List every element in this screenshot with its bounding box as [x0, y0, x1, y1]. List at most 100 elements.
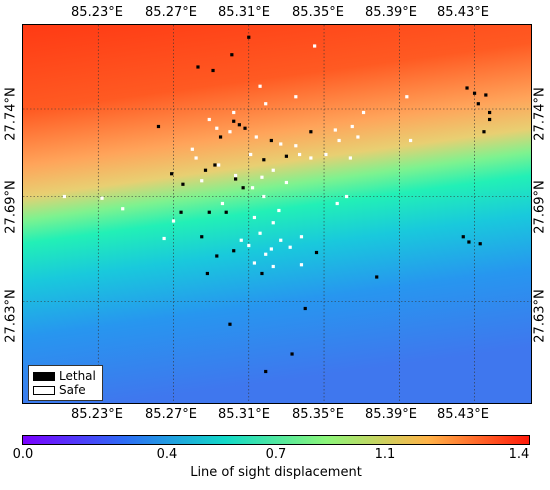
- lon-tick-top: 85.35°E: [292, 5, 344, 20]
- safe-marker: [252, 261, 257, 265]
- safe-marker: [279, 238, 283, 242]
- safe-marker: [350, 124, 354, 129]
- safe-marker: [337, 138, 341, 143]
- lethal-marker: [488, 110, 492, 115]
- lethal-marker: [207, 210, 211, 214]
- safe-marker: [121, 207, 125, 211]
- lethal-marker: [264, 369, 268, 374]
- safe-marker: [62, 194, 66, 199]
- safe-marker: [250, 186, 255, 190]
- safe-marker: [297, 152, 302, 157]
- safe-marker: [232, 110, 236, 115]
- safe-marker: [408, 138, 413, 143]
- safe-marker: [361, 110, 366, 115]
- safe-marker: [294, 144, 298, 148]
- safe-marker: [299, 263, 304, 267]
- safe-marker: [258, 231, 262, 235]
- lethal-marker: [156, 124, 161, 129]
- lat-tick-left: 27.74°N: [3, 87, 19, 141]
- safe-marker: [271, 264, 275, 269]
- safe-marker: [194, 156, 198, 160]
- safe-marker: [162, 236, 166, 241]
- lethal-marker: [205, 271, 209, 276]
- safe-marker: [271, 221, 275, 225]
- safe-marker: [234, 173, 238, 178]
- lon-tick-top: 85.39°E: [365, 5, 417, 20]
- lethal-marker: [314, 250, 319, 255]
- safe-marker: [262, 194, 266, 199]
- lethal-marker: [476, 102, 480, 106]
- legend-row-safe: Safe: [33, 383, 96, 397]
- legend-safe-label: Safe: [59, 383, 86, 397]
- safe-marker: [264, 252, 268, 256]
- lon-tick-bottom: 85.31°E: [218, 407, 270, 422]
- lethal-marker: [215, 254, 219, 258]
- lethal-marker: [269, 138, 273, 143]
- safe-marker: [299, 235, 304, 239]
- lethal-swatch: [33, 371, 55, 381]
- displacement-field: [23, 25, 531, 403]
- safe-marker: [249, 152, 253, 157]
- safe-marker: [335, 201, 339, 206]
- lethal-marker: [213, 163, 217, 167]
- safe-marker: [228, 130, 232, 134]
- safe-marker: [277, 208, 281, 213]
- lethal-marker: [260, 271, 264, 276]
- lethal-marker: [375, 275, 379, 279]
- safe-marker: [345, 194, 349, 199]
- safe-marker: [254, 135, 258, 139]
- lon-tick-top: 85.43°E: [437, 5, 489, 20]
- colorbar-tick: 0.7: [265, 447, 287, 462]
- lon-tick-bottom: 85.43°E: [437, 407, 489, 422]
- lethal-marker: [170, 172, 174, 176]
- lethal-marker: [224, 210, 228, 214]
- safe-marker: [313, 44, 317, 48]
- lethal-marker: [262, 158, 266, 162]
- safe-marker: [100, 196, 104, 200]
- lethal-marker: [228, 322, 232, 326]
- lethal-marker: [232, 119, 236, 123]
- safe-marker: [333, 128, 337, 132]
- lethal-marker: [234, 177, 238, 181]
- safe-marker: [309, 156, 313, 160]
- safe-marker: [264, 102, 268, 106]
- colorbar: [22, 435, 530, 445]
- map-panel: Lethal Safe: [22, 24, 532, 404]
- lethal-marker: [179, 210, 183, 214]
- lethal-marker: [247, 35, 251, 39]
- lethal-marker: [478, 242, 482, 246]
- safe-marker: [258, 84, 262, 88]
- lethal-marker: [203, 168, 208, 172]
- safe-swatch: [33, 385, 55, 395]
- lethal-marker: [488, 117, 492, 122]
- safe-marker: [171, 219, 176, 223]
- lon-tick-bottom: 85.23°E: [71, 407, 123, 422]
- colorbar-label: Line of sight displacement: [190, 465, 362, 480]
- safe-marker: [247, 243, 251, 248]
- lon-tick-bottom: 85.35°E: [292, 407, 344, 422]
- safe-marker: [239, 238, 243, 242]
- safe-marker: [279, 142, 283, 146]
- safe-marker: [252, 215, 257, 220]
- lethal-marker: [230, 53, 234, 57]
- lethal-marker: [472, 91, 477, 95]
- safe-marker: [271, 168, 275, 172]
- lon-tick-top: 85.31°E: [218, 5, 270, 20]
- safe-marker: [269, 247, 273, 251]
- safe-marker: [190, 147, 194, 151]
- lon-tick-bottom: 85.39°E: [365, 407, 417, 422]
- lethal-marker: [303, 306, 307, 311]
- safe-marker: [260, 175, 264, 179]
- map-legend: Lethal Safe: [28, 365, 103, 401]
- colorbar-tick: 0.4: [156, 447, 178, 462]
- lethal-marker: [196, 65, 200, 69]
- lat-tick-left: 27.69°N: [3, 180, 19, 234]
- safe-marker: [294, 95, 298, 99]
- lethal-marker: [211, 68, 215, 73]
- safe-marker: [200, 179, 204, 183]
- lethal-marker: [218, 135, 223, 139]
- lethal-marker: [482, 130, 486, 134]
- safe-marker: [284, 180, 289, 185]
- lethal-marker: [465, 86, 469, 90]
- safe-marker: [324, 152, 328, 157]
